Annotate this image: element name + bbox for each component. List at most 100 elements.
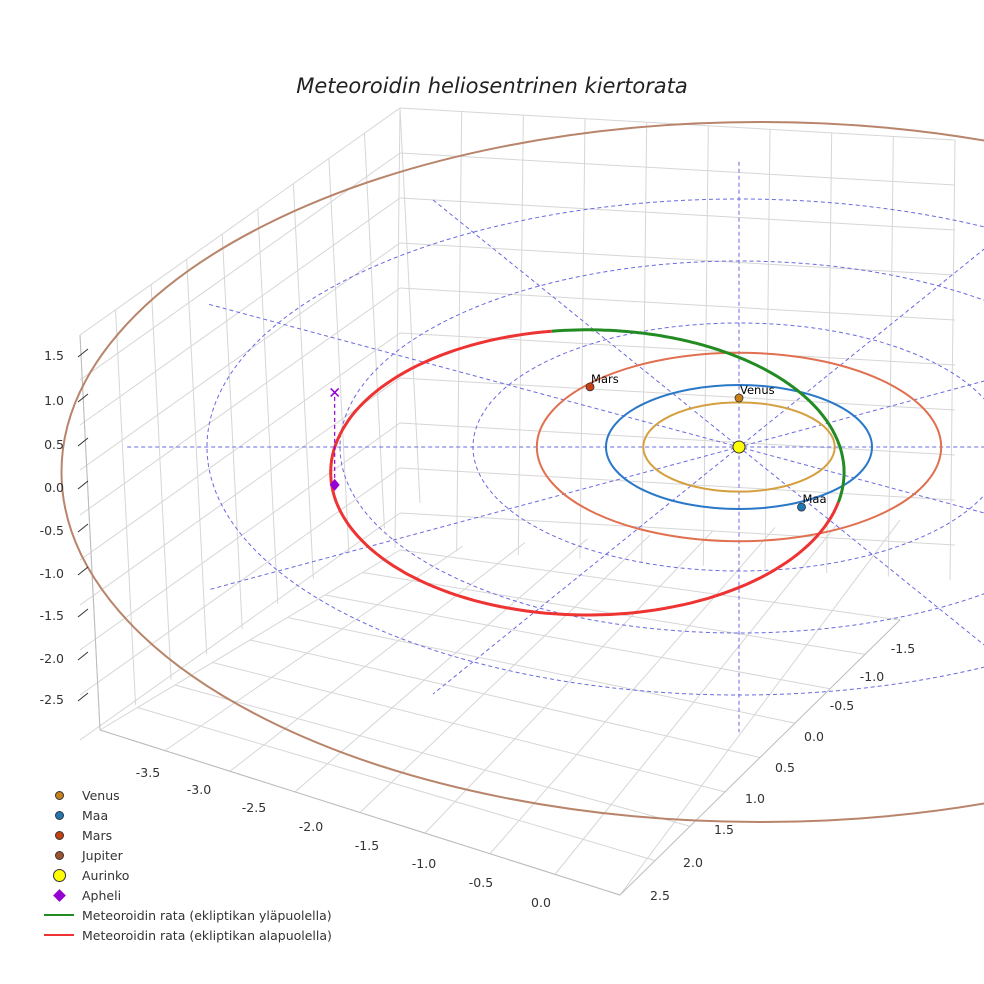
legend-item: Meteoroidin rata (ekliptikan alapuolella… — [36, 925, 332, 945]
legend-label: Meteoroidin rata (ekliptikan alapuolella… — [82, 927, 332, 943]
aphelion-x-marker — [330, 387, 340, 397]
z-tick — [77, 651, 89, 661]
grid-line-floor — [137, 707, 656, 862]
y-tick-label: -2.5 — [242, 800, 266, 815]
z-tick — [77, 523, 89, 533]
legend-marker — [36, 888, 82, 902]
y-tick-label: -1.5 — [355, 838, 379, 853]
legend-item: Mars — [36, 825, 332, 845]
legend-marker — [36, 850, 82, 860]
z-tick-label: -0.5 — [40, 523, 64, 538]
z-tick — [77, 566, 89, 576]
legend-label: Mars — [82, 827, 113, 843]
z-tick-label: 1.0 — [44, 393, 64, 408]
y-tick-label: -0.5 — [469, 875, 493, 890]
legend-item: Maa — [36, 805, 332, 825]
legend-marker — [36, 830, 82, 840]
z-tick-label: -2.5 — [40, 692, 64, 707]
grid-line-vertical — [826, 132, 833, 573]
grid-line-vertical — [292, 183, 314, 579]
z-tick-label: 0.5 — [44, 437, 64, 452]
y-tick-label: -1.0 — [412, 856, 436, 871]
x-tick-label: 0.0 — [804, 729, 824, 744]
grid-line-vertical — [949, 139, 956, 581]
reference-rings — [127, 161, 984, 733]
legend-item: Apheli — [36, 885, 332, 905]
grid-line-horizontal — [399, 152, 956, 186]
z-tick — [77, 393, 89, 403]
orbit-jupiter — [60, 121, 984, 823]
grid-line-floor — [554, 523, 838, 875]
grid-line-vertical — [115, 309, 137, 705]
grid-line-floor — [619, 519, 901, 896]
grid-line-floor — [359, 534, 651, 813]
legend-label: Maa — [82, 807, 109, 823]
z-tick-label: 0.0 — [44, 480, 64, 495]
legend-label: Venus — [82, 787, 120, 803]
legend-marker — [36, 914, 82, 916]
grid-line-floor — [324, 594, 831, 690]
meteoroid-orbit — [329, 328, 846, 617]
z-tick-label: 1.5 — [44, 348, 64, 363]
grid-line-horizontal — [399, 332, 956, 366]
grid-line-floor — [229, 542, 526, 772]
grid-line-floor — [174, 684, 691, 827]
planet-label-mars: Mars — [591, 372, 619, 386]
x-tick-label: -1.5 — [891, 641, 915, 656]
z-tick — [77, 608, 89, 618]
grid-line-horizontal — [79, 107, 401, 336]
grid-line-horizontal — [79, 242, 401, 471]
axis-edge — [79, 334, 901, 896]
grid-line-vertical — [579, 118, 586, 559]
y-tick-label: -2.0 — [299, 819, 323, 834]
x-tick-label: -1.0 — [860, 669, 884, 684]
y-tick-label: 0.0 — [531, 895, 551, 910]
grid-line-floor — [489, 527, 776, 855]
planet-orbits — [60, 121, 984, 823]
x-tick-label: 1.5 — [714, 822, 734, 837]
grid-line-vertical — [186, 259, 208, 655]
grid-line-horizontal — [399, 287, 956, 321]
z-tick — [77, 348, 89, 358]
meteoroid-orbit-above — [551, 328, 846, 503]
x-tick-label: 2.5 — [650, 888, 670, 903]
z-tick — [77, 480, 89, 490]
meteoroid-orbit-below — [329, 329, 840, 617]
chart-title: Meteoroidin heliosentrinen kiertorata — [296, 74, 688, 98]
grid-line-floor — [212, 662, 726, 793]
y-tick-label: -3.5 — [136, 765, 160, 780]
x-tick-label: 0.5 — [775, 760, 795, 775]
z-tick-label: -1.5 — [40, 608, 64, 623]
grid-line-vertical — [257, 208, 279, 604]
planet-label-maa: Maa — [803, 492, 827, 506]
grid-line-vertical — [394, 107, 401, 549]
planet-label-venus: Venus — [740, 383, 775, 397]
grid-line-vertical — [641, 122, 648, 563]
z-tick-label: -1.0 — [40, 566, 64, 581]
legend-label: Jupiter — [82, 847, 123, 863]
grid-line-horizontal — [399, 197, 956, 231]
sun-marker — [732, 440, 746, 454]
legend-marker — [36, 810, 82, 820]
x-tick-label: -0.5 — [830, 698, 854, 713]
grid-line-horizontal — [399, 422, 956, 456]
z-tick-label: -2.0 — [40, 651, 64, 666]
markers: Venus Maa Mars — [329, 372, 827, 512]
z-tick — [77, 437, 89, 447]
y-tick-label: -3.0 — [187, 782, 211, 797]
legend-marker — [36, 868, 82, 882]
grid-line-vertical — [363, 133, 385, 529]
z-tick — [77, 692, 89, 702]
grid-line-vertical — [328, 158, 350, 554]
planet-venus — [734, 393, 744, 403]
legend-item: Meteoroidin rata (ekliptikan yläpuolella… — [36, 905, 332, 925]
grid-line-floor — [294, 538, 588, 793]
grid-line-vertical — [221, 234, 243, 630]
grid-line-floor — [399, 549, 901, 621]
grid-line-vertical — [456, 111, 463, 552]
x-tick-label: 2.0 — [683, 855, 703, 870]
legend: Venus Maa Mars Jupiter Aurinko Apheli Meteoroi… — [36, 785, 332, 945]
grid-line-vertical — [764, 129, 771, 570]
x-tick-label: 1.0 — [745, 791, 765, 806]
